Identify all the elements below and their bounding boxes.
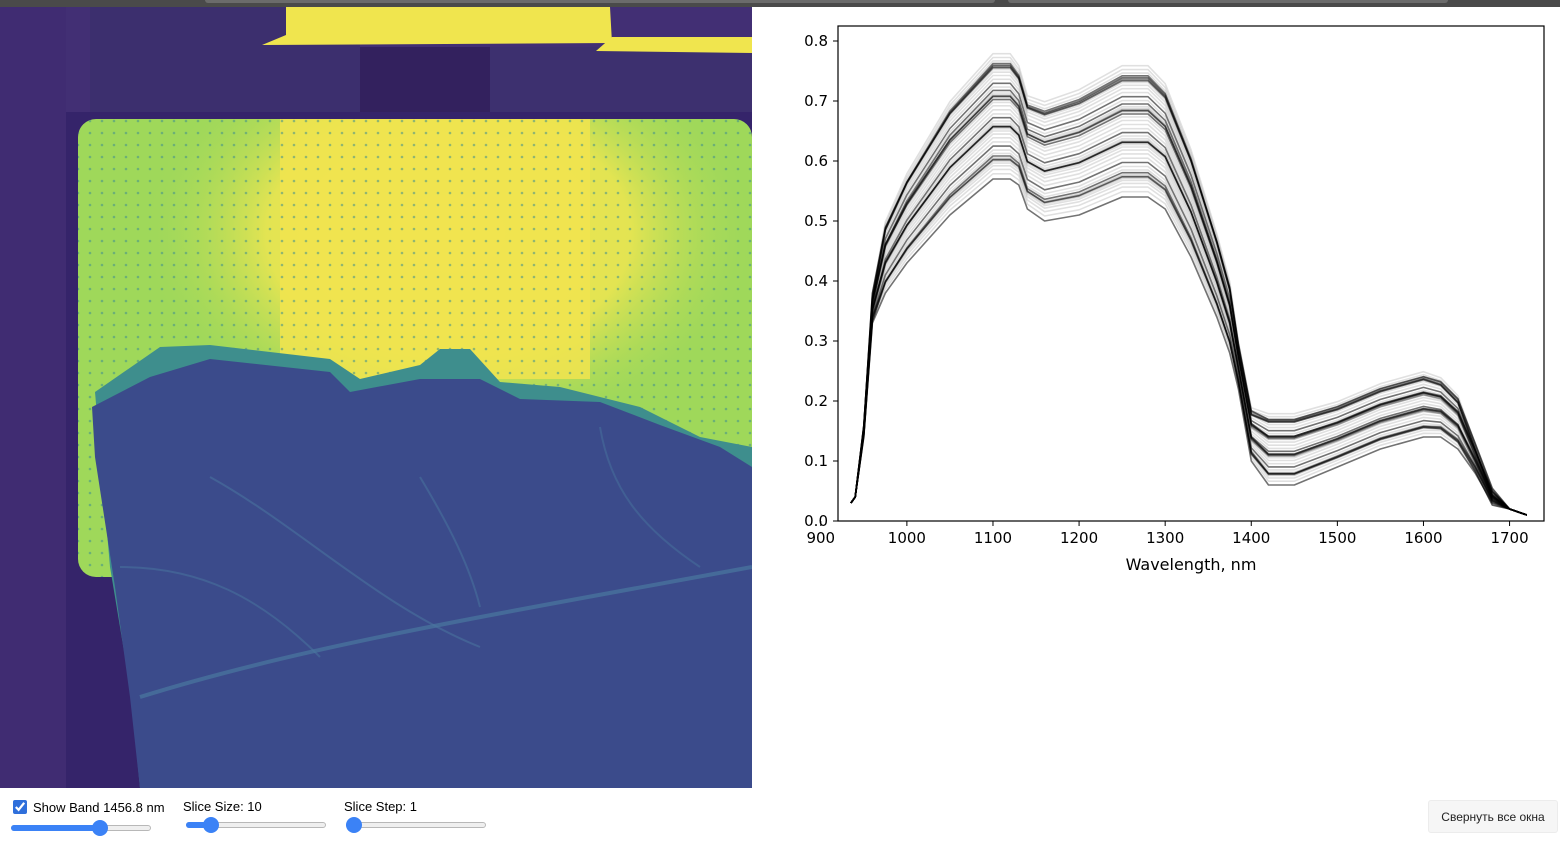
spectrum-line [850, 120, 1528, 516]
spectrum-line [850, 56, 1528, 516]
spectrum-line [850, 62, 1528, 516]
spectrum-line [850, 113, 1528, 516]
spectrum-line [850, 101, 1528, 516]
y-tick-label: 0.1 [804, 452, 828, 470]
slice-size-slider[interactable] [186, 816, 326, 834]
spectrum-line [850, 52, 1528, 516]
y-tick-label: 0.6 [804, 152, 828, 170]
slice-step-label: Slice Step: 1 [344, 799, 417, 814]
x-axis-ticks: 900 1000 1100 1200 1300 1400 1500 1600 1700 [806, 521, 1529, 547]
spectrum-line [850, 92, 1528, 516]
x-tick-label: 1600 [1404, 529, 1442, 547]
spectrum-line [850, 82, 1528, 516]
spectrum-line [850, 124, 1528, 516]
spectrum-line [850, 86, 1528, 516]
spectrum-series-group [850, 52, 1528, 516]
y-tick-label: 0.5 [804, 212, 828, 230]
show-band-control: Show Band 1456.8 nm [13, 798, 165, 816]
spectrum-line [850, 94, 1528, 516]
band-image-view [0, 7, 752, 788]
spectrum-line [850, 89, 1528, 516]
x-tick-label: 1300 [1146, 529, 1184, 547]
spectrum-line [850, 158, 1528, 516]
browser-tab[interactable] [205, 0, 995, 3]
y-tick-label: 0.2 [804, 392, 828, 410]
spectrum-chart: 900 1000 1100 1200 1300 1400 1500 1600 1700 0.00… [804, 25, 1545, 574]
spectrum-line [850, 105, 1528, 516]
x-tick-label: 1500 [1318, 529, 1356, 547]
spectrum-line [850, 95, 1528, 516]
x-tick-label: 1700 [1490, 529, 1528, 547]
spectrum-line [850, 137, 1528, 516]
spectrum-line [850, 74, 1528, 516]
x-axis-label: Wavelength, nm [1126, 555, 1257, 574]
show-band-label: Show Band 1456.8 nm [33, 799, 165, 815]
y-tick-label: 0.8 [804, 32, 828, 50]
controls-bar: Show Band 1456.8 nm Slice Size: 10 Slice… [0, 792, 760, 841]
spectrum-line [850, 109, 1528, 516]
band-image [0, 7, 752, 788]
spectrum-line [850, 152, 1528, 516]
spectrum-line [850, 125, 1528, 516]
spectrum-line [850, 173, 1528, 516]
spectrum-line [850, 125, 1528, 516]
y-tick-label: 0.3 [804, 332, 828, 350]
y-axis-ticks: 0.0 0.1 0.2 0.3 0.4 0.5 0.6 0.7 0.8 [804, 32, 838, 530]
slice-step-control: Slice Step: 1 [344, 799, 417, 814]
plot-frame [837, 25, 1545, 522]
spectrum-line [850, 149, 1528, 516]
y-tick-label: 0.7 [804, 92, 828, 110]
spectrum-line [850, 125, 1528, 516]
y-tick-label: 0.0 [804, 512, 828, 530]
slice-size-slider-thumb[interactable] [203, 817, 220, 833]
x-tick-label: 1100 [974, 529, 1012, 547]
slice-size-control: Slice Size: 10 [183, 799, 262, 814]
spectrum-line [850, 141, 1528, 516]
spectrum-line [850, 65, 1528, 516]
slice-step-slider[interactable] [346, 816, 486, 834]
spectrum-line [850, 116, 1528, 516]
browser-tab[interactable] [1008, 0, 1448, 3]
spectrum-line [850, 78, 1528, 516]
minimize-all-windows-button[interactable]: Свернуть все окна [1428, 800, 1558, 833]
x-tick-label: 900 [806, 529, 835, 547]
slice-step-slider-thumb[interactable] [346, 817, 362, 833]
spectrum-line [850, 60, 1528, 516]
slice-size-label: Slice Size: 10 [183, 799, 262, 814]
band-slider-thumb[interactable] [91, 820, 108, 836]
spectrum-line [850, 178, 1528, 516]
x-tick-label: 1400 [1232, 529, 1270, 547]
spectrum-line [850, 145, 1528, 516]
show-band-checkbox[interactable] [13, 800, 27, 814]
band-slider[interactable] [11, 819, 151, 837]
y-tick-label: 0.4 [804, 272, 828, 290]
spectrum-line [850, 133, 1528, 516]
x-tick-label: 1000 [888, 529, 926, 547]
spectrum-line [850, 93, 1528, 516]
spectrum-line [850, 122, 1528, 516]
browser-top-bar [0, 0, 1560, 7]
spectrum-line [850, 95, 1528, 516]
spectrum-line [850, 168, 1528, 516]
spectrum-line [850, 65, 1528, 516]
spectrum-line [850, 155, 1528, 516]
x-tick-label: 1200 [1060, 529, 1098, 547]
